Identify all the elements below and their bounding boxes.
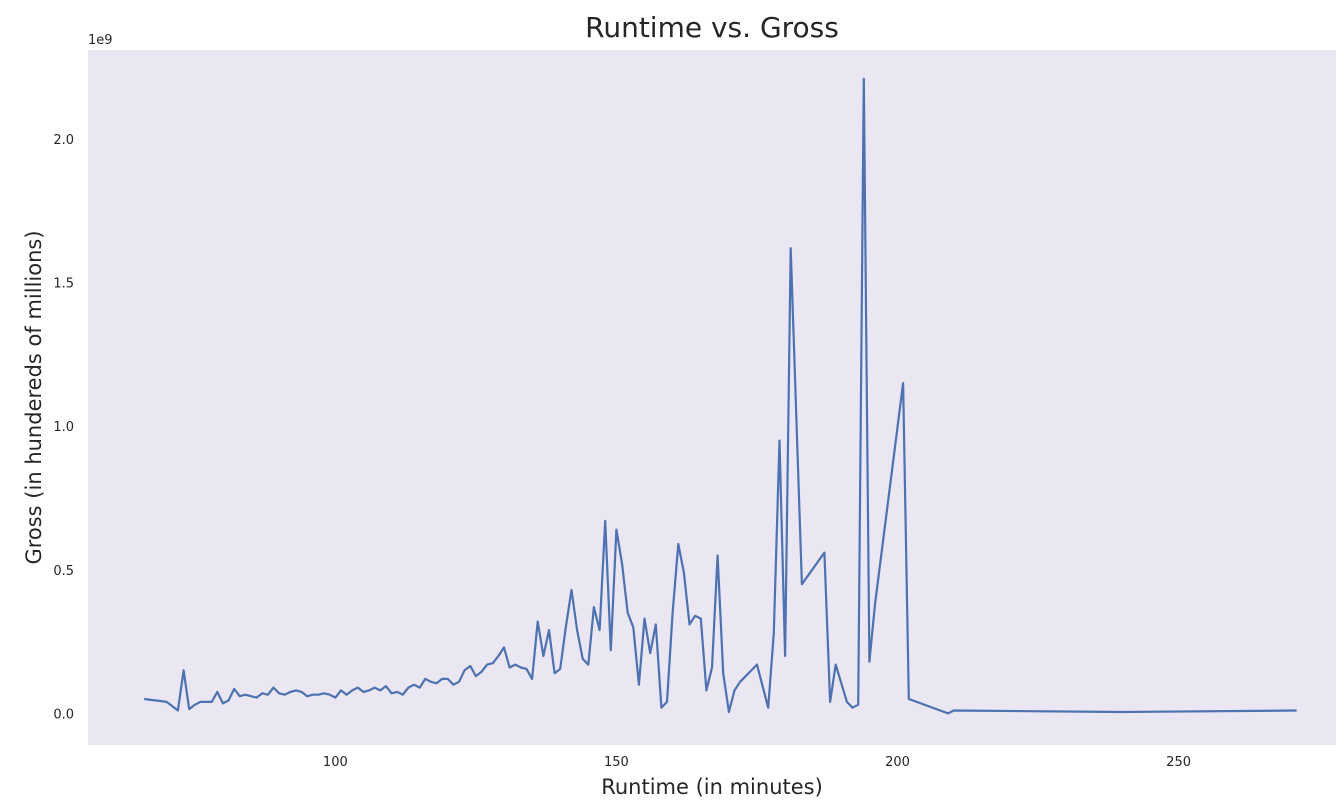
y-tick-label: 1.5 [53, 277, 74, 292]
y-tick-label: 2.0 [53, 133, 74, 148]
x-tick-label: 150 [604, 755, 629, 770]
y-tick-label: 0.0 [53, 707, 74, 722]
plot-area [88, 50, 1336, 745]
y-tick-label: 1.0 [53, 420, 74, 435]
y-axis-offset-label: 1e9 [88, 33, 113, 48]
x-axis-label: Runtime (in minutes) [601, 775, 823, 799]
series-line [144, 77, 1297, 715]
chart-title: Runtime vs. Gross [585, 11, 839, 44]
x-axis-ticks: 100 150 200 250 [323, 755, 1191, 770]
x-tick-label: 250 [1166, 755, 1191, 770]
x-tick-label: 200 [885, 755, 910, 770]
y-axis-label: Gross (in hundereds of millions) [22, 230, 46, 564]
x-tick-label: 100 [323, 755, 348, 770]
y-tick-label: 0.5 [53, 564, 74, 579]
y-axis-ticks: 0.0 0.5 1.0 1.5 2.0 [53, 133, 74, 722]
series-group [144, 77, 1297, 715]
